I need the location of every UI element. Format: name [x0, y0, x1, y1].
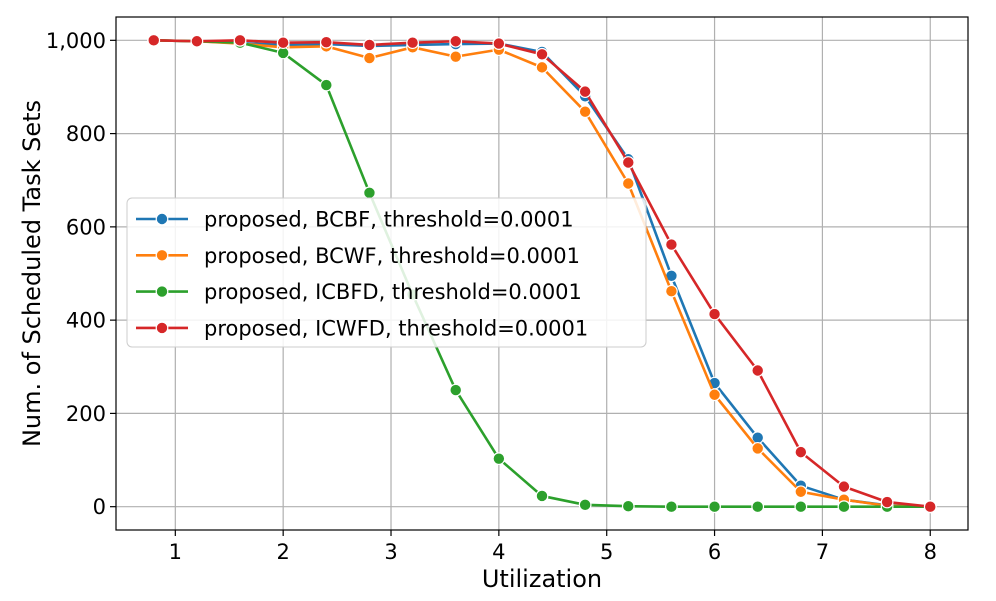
data-point: [449, 383, 463, 397]
legend-marker: [155, 321, 169, 335]
data-point: [751, 364, 765, 377]
legend-item: proposed, BCWF, threshold=0.0001: [136, 244, 580, 268]
y-axis-label: Num. of Scheduled Task Sets: [18, 100, 46, 447]
y-tick-label: 1,000: [46, 29, 106, 53]
data-point: [794, 500, 808, 514]
legend-item: proposed, BCBF, threshold=0.0001: [136, 208, 574, 232]
data-point: [276, 36, 290, 50]
data-point: [319, 35, 333, 49]
data-point: [621, 177, 635, 190]
x-tick-label: 7: [816, 540, 829, 564]
legend-box: [126, 197, 647, 348]
data-point: [233, 33, 247, 47]
data-point: [578, 498, 592, 512]
data-point: [319, 78, 333, 92]
data-point: [665, 500, 678, 514]
series-4: [147, 33, 937, 514]
y-tick-label: 200: [66, 402, 106, 426]
legend-item: proposed, ICBFD, threshold=0.0001: [136, 280, 582, 304]
legend-label: proposed, BCWF, threshold=0.0001: [204, 244, 580, 268]
legend-label: proposed, BCBF, threshold=0.0001: [204, 208, 574, 232]
x-tick-label: 4: [492, 540, 505, 564]
data-point: [535, 489, 549, 503]
data-point: [492, 37, 506, 50]
data-point: [449, 34, 463, 48]
legend-marker: [155, 248, 169, 262]
x-tick-label: 6: [708, 540, 721, 564]
x-tick-label: 3: [384, 540, 397, 564]
data-point: [190, 34, 204, 48]
axis-ticks: 1 2 3 4 5 6 7 8 0 200 400 600 800 1,000: [46, 29, 937, 564]
data-point: [621, 499, 635, 513]
data-point: [665, 238, 678, 251]
y-tick-label: 600: [66, 215, 106, 239]
legend: proposed, BCBF, threshold=0.0001 proposed…: [126, 197, 647, 348]
data-point: [578, 85, 592, 99]
x-tick-label: 5: [600, 540, 613, 564]
plot-frame: [115, 16, 969, 531]
y-tick-label: 800: [66, 122, 106, 146]
data-point: [794, 485, 808, 499]
data-point: [363, 38, 376, 52]
legend-item: proposed, ICWFD, threshold=0.0001: [136, 316, 588, 340]
data-point: [837, 500, 851, 514]
data-point: [535, 60, 549, 74]
data-point: [449, 50, 463, 64]
data-point: [794, 445, 808, 459]
legend-marker: [155, 212, 169, 226]
y-tick-label: 400: [66, 309, 106, 333]
data-point: [363, 51, 376, 65]
data-point: [708, 307, 721, 321]
data-point: [147, 33, 161, 47]
x-tick-label: 8: [924, 540, 937, 564]
data-point: [837, 480, 851, 494]
data-point: [665, 284, 678, 298]
legend-label: proposed, ICWFD, threshold=0.0001: [204, 316, 588, 340]
data-point: [751, 500, 765, 514]
data-point: [406, 36, 419, 50]
data-point: [923, 500, 937, 514]
x-tick-label: 1: [169, 540, 182, 564]
data-point: [363, 186, 376, 200]
y-tick-label: 0: [93, 495, 106, 519]
data-point: [708, 388, 721, 402]
legend-marker: [155, 285, 169, 299]
x-tick-label: 2: [276, 540, 289, 564]
data-point: [708, 500, 721, 514]
data-point: [621, 156, 635, 169]
data-point: [880, 495, 894, 509]
data-point: [492, 452, 506, 466]
data-point: [535, 47, 549, 61]
legend-label: proposed, ICBFD, threshold=0.0001: [204, 280, 582, 304]
data-point: [578, 105, 592, 119]
x-axis-label: Utilization: [482, 565, 602, 593]
data-point: [751, 441, 765, 455]
